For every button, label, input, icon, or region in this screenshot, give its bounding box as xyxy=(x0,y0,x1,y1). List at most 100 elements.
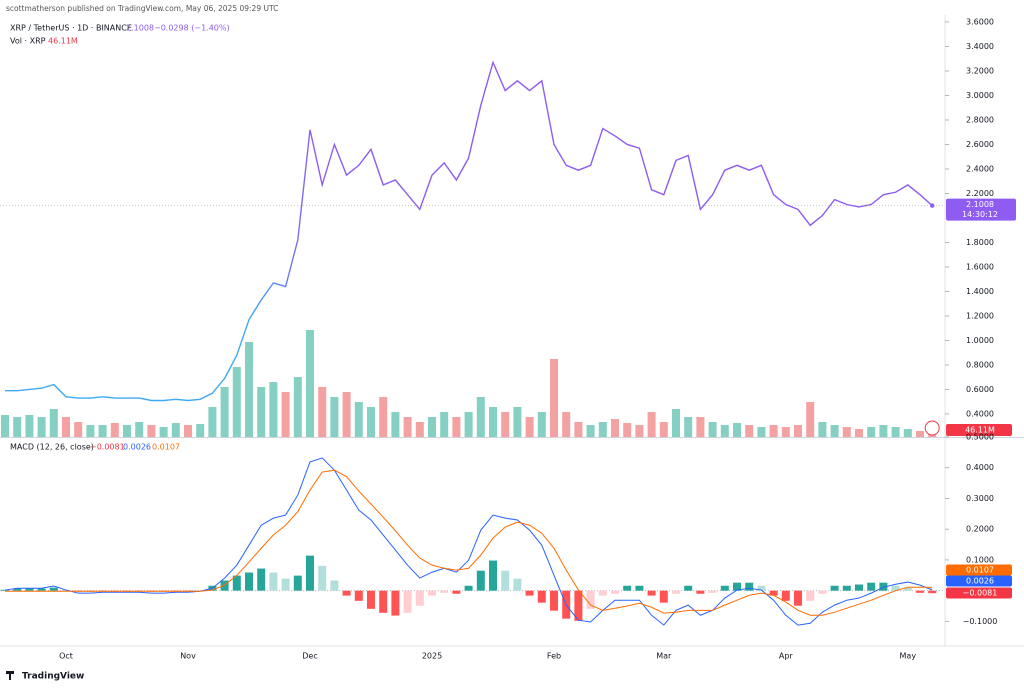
volume-last: 46.11M xyxy=(48,37,78,46)
y-tick-label: 3.6000 xyxy=(966,17,994,26)
volume-bar xyxy=(415,422,424,437)
price-line xyxy=(5,60,933,402)
volume-bar xyxy=(562,412,571,437)
macd-histogram-bar xyxy=(440,590,449,593)
macd-histogram-bar xyxy=(757,585,766,591)
macd-tag xyxy=(946,575,1012,587)
macd-histogram-bar xyxy=(781,590,790,601)
macd-histogram-bar xyxy=(550,590,558,611)
replay-icon xyxy=(924,420,940,436)
macd-histogram-bar xyxy=(794,590,802,606)
volume-bar xyxy=(464,412,473,437)
macd-histogram-bar xyxy=(269,572,278,591)
volume-bar xyxy=(672,409,680,437)
publisher: scottmatherson published on TradingView.… xyxy=(6,4,278,13)
volume-bar xyxy=(110,423,119,437)
volume-bar xyxy=(586,425,595,437)
y-tick-label: 0.2000 xyxy=(966,525,994,534)
volume-bar xyxy=(62,417,70,437)
macd-histogram-bar xyxy=(13,588,22,591)
volume-bar xyxy=(208,407,217,437)
price-tag-label: 2.1008 xyxy=(966,200,994,209)
macd-histogram-bar xyxy=(379,590,388,613)
macd-histogram-bar xyxy=(586,590,595,609)
volume-bar xyxy=(635,425,644,437)
volume-bar xyxy=(501,412,510,437)
y-tick-label: 0.4000 xyxy=(966,463,994,472)
volume-bar xyxy=(86,425,95,437)
macd-histogram-bar xyxy=(769,590,778,596)
volume-bar xyxy=(745,425,754,437)
macd-histogram-bar xyxy=(684,585,693,591)
y-tick-label: 2.4000 xyxy=(966,164,994,173)
price-tag xyxy=(946,198,1016,221)
volume-bar xyxy=(855,429,863,437)
x-tick-label: Feb xyxy=(547,652,561,661)
macd-histogram-bar xyxy=(525,590,534,596)
volume-bar xyxy=(903,429,912,437)
x-tick-label: 2025 xyxy=(422,652,442,661)
y-tick-label: 1.6000 xyxy=(966,262,994,271)
y-tick-label: 3.0000 xyxy=(966,91,994,100)
macd-histogram-bar xyxy=(25,588,34,591)
volume-bar xyxy=(269,382,278,437)
macd-histogram-bar xyxy=(245,572,253,591)
y-tick-label: 2.8000 xyxy=(966,115,994,124)
y-tick-label: 0.3000 xyxy=(966,494,994,503)
volume-bar xyxy=(159,427,168,437)
volume-bar xyxy=(794,425,802,437)
macd-histogram-bar xyxy=(513,578,522,591)
macd-histogram-bar xyxy=(611,590,619,594)
macd-histogram-bar xyxy=(623,585,632,591)
macd-histogram-bar xyxy=(659,590,668,603)
macd-histogram-bar xyxy=(293,575,302,591)
x-tick-label: Dec xyxy=(302,652,317,661)
volume-bar xyxy=(379,397,388,437)
volume-bar xyxy=(440,412,449,437)
macd-histogram-bar xyxy=(537,590,546,603)
y-tick-label: 0.8000 xyxy=(966,360,994,369)
macd-histogram-bar xyxy=(867,582,876,591)
volume-bar xyxy=(916,431,924,437)
macd-histogram-bar xyxy=(452,590,461,594)
price-legend: XRP / TetherUS · 1D · BINANCE xyxy=(10,24,132,33)
volume-tag-label: 46.11M xyxy=(965,426,995,435)
y-tick-label: 0.5000 xyxy=(966,433,994,442)
volume-bar xyxy=(281,392,290,437)
volume-bar xyxy=(49,409,58,437)
macd-tag-label: 0.0026 xyxy=(966,577,994,586)
macd-histogram-bar xyxy=(415,590,424,606)
volume-bar xyxy=(391,412,400,437)
macd-histogram-bar xyxy=(354,590,363,601)
macd-histogram-bar xyxy=(464,585,473,591)
volume-bar xyxy=(330,397,339,437)
volume-bar xyxy=(37,417,46,437)
y-tick-label: 3.2000 xyxy=(966,66,994,75)
volume-bar xyxy=(611,419,619,437)
y-tick-label: 0.1000 xyxy=(966,555,994,564)
volume-bar xyxy=(367,407,375,437)
macd-histogram-bar xyxy=(928,590,937,594)
macd-histogram-bar xyxy=(257,568,266,591)
macd-histogram-bar xyxy=(855,584,863,591)
volume-bar xyxy=(13,417,22,437)
y-tick-label: 0.6000 xyxy=(966,385,994,394)
macd-histogram-bar xyxy=(37,588,46,591)
y-tick-label: 1.4000 xyxy=(966,287,994,296)
macd-histogram-bar xyxy=(903,587,912,591)
macd-histogram-bar xyxy=(647,590,656,596)
macd-histogram-bar xyxy=(476,570,485,591)
macd-histogram-bar xyxy=(733,582,741,591)
macd-histogram-bar xyxy=(342,590,351,596)
volume-bar xyxy=(574,422,583,437)
volume-bar xyxy=(184,425,192,437)
macd-histogram-bar xyxy=(635,585,644,591)
x-tick-label: Oct xyxy=(59,652,73,661)
macd-histogram-bar xyxy=(818,590,827,594)
y-tick-label: −0.1000 xyxy=(963,617,998,626)
countdown: 14:30:12 xyxy=(962,210,998,219)
volume-bar xyxy=(659,422,668,437)
volume-bar xyxy=(1,415,9,437)
y-tick-label: 3.4000 xyxy=(966,42,994,51)
